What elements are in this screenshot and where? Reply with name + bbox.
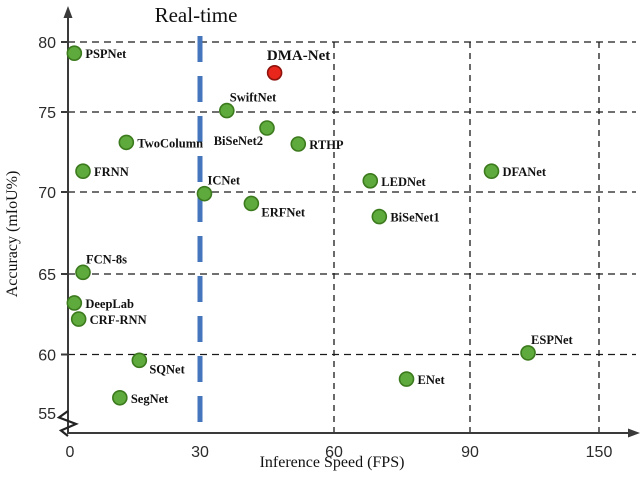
data-point-swiftnet [219, 102, 235, 119]
data-point-label-crf-rnn: CRF-RNN [90, 313, 147, 327]
data-point-label-dfanet: DFANet [503, 165, 547, 179]
data-point-label-espnet: ESPNet [531, 333, 574, 347]
y-axis-arrowhead [63, 6, 73, 18]
y-tick-label-65: 65 [38, 267, 56, 284]
data-point-label-swiftnet: SwiftNet [230, 91, 277, 105]
data-point-dfanet [483, 163, 500, 179]
data-point-twocolumn [118, 134, 135, 151]
data-point-lednet [362, 173, 379, 189]
tick-labels-layer: 80 75 70 65 60 55 0 30 60 90 150 [38, 35, 612, 461]
data-point-label-segnet: SegNet [131, 392, 169, 406]
data-point-label-icnet: ICNet [207, 174, 240, 188]
x-tick-label-90: 90 [461, 444, 479, 461]
data-point-bisenet2 [259, 120, 275, 136]
axes-layer [56, 6, 640, 438]
data-point-label-twocolumn: TwoColumn [137, 136, 203, 150]
data-point-bisenet1 [371, 208, 388, 225]
data-point-sqnet [131, 352, 148, 369]
y-tick-label-55: 55 [38, 406, 56, 423]
x-tick-label-30: 30 [191, 444, 209, 461]
data-point-label-enet: ENet [418, 373, 446, 387]
x-axis-arrowhead [628, 428, 640, 438]
realtime-annotation: Real-time [155, 3, 238, 27]
data-point-frnn [75, 163, 91, 179]
data-point-fcn-8s [75, 264, 91, 281]
x-tick-label-60: 60 [325, 444, 343, 461]
data-point-segnet [112, 389, 128, 406]
data-points-layer: PSPNet DMA-Net SwiftNet BiSeNet2 RTHP TwoColu… [66, 45, 574, 406]
data-point-label-lednet: LEDNet [381, 175, 426, 189]
x-tick-label-0: 0 [66, 444, 75, 461]
data-point-label-dma-net: DMA-Net [267, 48, 330, 64]
data-point-label-erfnet: ERFNet [261, 205, 306, 219]
data-point-icnet [196, 185, 213, 202]
data-point-enet [398, 371, 415, 387]
y-axis-break-symbol [56, 410, 79, 437]
data-point-deeplab [66, 295, 83, 311]
data-point-espnet [520, 345, 536, 361]
data-point-label-frnn: FRNN [94, 165, 129, 179]
data-point-dma-net [266, 65, 283, 81]
data-point-crf-rnn [70, 311, 87, 327]
x-tick-label-150: 150 [586, 444, 613, 461]
data-point-label-bisenet2: BiSeNet2 [214, 134, 263, 148]
data-point-rthp [290, 136, 307, 152]
data-point-erfnet [243, 195, 260, 212]
data-point-label-bisenet1: BiSeNet1 [390, 211, 439, 225]
data-point-label-rthp: RTHP [309, 138, 344, 152]
y-tick-label-70: 70 [38, 185, 56, 202]
x-axis-title: Inference Speed (FPS) [260, 454, 405, 471]
data-point-label-sqnet: SQNet [149, 362, 185, 376]
data-point-pspnet [66, 45, 83, 62]
data-point-label-pspnet: PSPNet [85, 47, 127, 61]
y-tick-label-60: 60 [38, 348, 56, 365]
gridlines-layer [68, 41, 636, 433]
y-axis-title: Accuracy (mIoU%) [4, 171, 21, 298]
data-point-label-deeplab: DeepLab [85, 297, 134, 311]
data-point-label-fcn-8s: FCN-8s [86, 252, 127, 266]
y-tick-label-75: 75 [38, 105, 56, 122]
y-tick-label-80: 80 [38, 35, 56, 52]
